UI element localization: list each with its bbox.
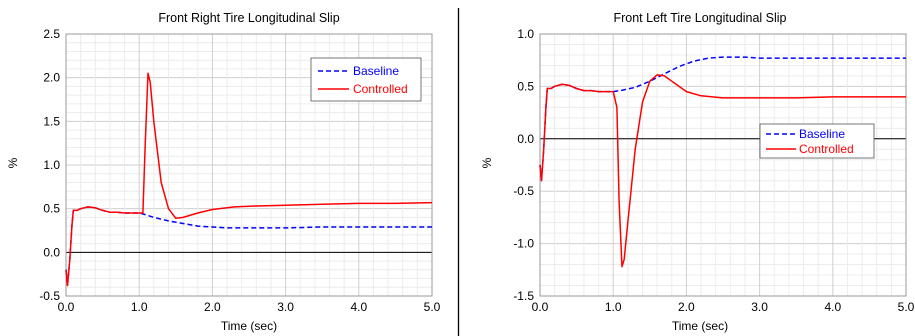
y-axis-label: % (480, 157, 494, 168)
x-tick-label: 2.0 (204, 300, 221, 314)
y-tick-label: 0.5 (43, 202, 60, 216)
chart-title: Front Right Tire Longitudinal Slip (158, 11, 339, 25)
x-tick-label: 0.0 (532, 300, 549, 314)
legend-label-controlled: Controlled (799, 142, 854, 156)
y-tick-label: -1.5 (513, 289, 534, 303)
x-tick-label: 2.0 (678, 300, 695, 314)
x-axis-label: Time (sec) (221, 319, 277, 333)
y-tick-label: 0.0 (517, 132, 534, 146)
y-tick-label: -1.0 (513, 237, 534, 251)
legend-label-baseline: Baseline (353, 64, 399, 78)
y-axis-label: % (6, 157, 20, 168)
y-tick-label: 0.5 (517, 79, 534, 93)
legend: Baseline Controlled (759, 123, 875, 159)
y-tick-label: 1.5 (43, 114, 60, 128)
x-tick-label: 1.0 (131, 300, 148, 314)
x-tick-label: 4.0 (350, 300, 367, 314)
y-tick-label: 0.0 (43, 245, 60, 259)
x-axis-label: Time (sec) (672, 319, 728, 333)
plot-frame (65, 33, 433, 297)
x-tick-label: 5.0 (424, 300, 441, 314)
legend-box (759, 123, 875, 159)
y-tick-label: 2.5 (43, 27, 60, 41)
legend-box (310, 57, 422, 102)
series-line-controlled (539, 74, 906, 268)
chart-front-right: Front Right Tire Longitudinal Slip Time … (6, 11, 441, 333)
x-tick-label: 1.0 (605, 300, 622, 314)
series-line-controlled (65, 72, 433, 287)
y-tick-label: 1.0 (517, 27, 534, 41)
legend-label-baseline: Baseline (799, 127, 845, 141)
y-tick-label: -0.5 (513, 184, 534, 198)
legend: Baseline Controlled (310, 57, 422, 102)
x-tick-label: 0.0 (58, 300, 75, 314)
plot-area: -0.50.00.51.01.52.02.5 0.0 1.0 2.0 3.0 4.0 5.… (39, 27, 440, 314)
y-tick-label: 2.0 (43, 71, 60, 85)
legend-label-controlled: Controlled (353, 82, 408, 96)
chart-title: Front Left Tire Longitudinal Slip (613, 11, 786, 25)
chart-front-left: Front Left Tire Longitudinal Slip Time (… (480, 11, 915, 333)
x-tick-label: 4.0 (824, 300, 841, 314)
plot-frame (539, 33, 907, 297)
x-tick-label: 3.0 (277, 300, 294, 314)
series-line-baseline (65, 206, 432, 287)
plot-area: -1.5 -1.0 -0.5 0.0 0.5 1.0 0.0 1.0 2.0 3.0 4.0 5.0 (513, 27, 914, 314)
x-tick-label: 3.0 (751, 300, 768, 314)
y-tick-label: -0.5 (39, 289, 60, 303)
x-tick-label: 5.0 (898, 300, 915, 314)
y-tick-label: 1.0 (43, 158, 60, 172)
